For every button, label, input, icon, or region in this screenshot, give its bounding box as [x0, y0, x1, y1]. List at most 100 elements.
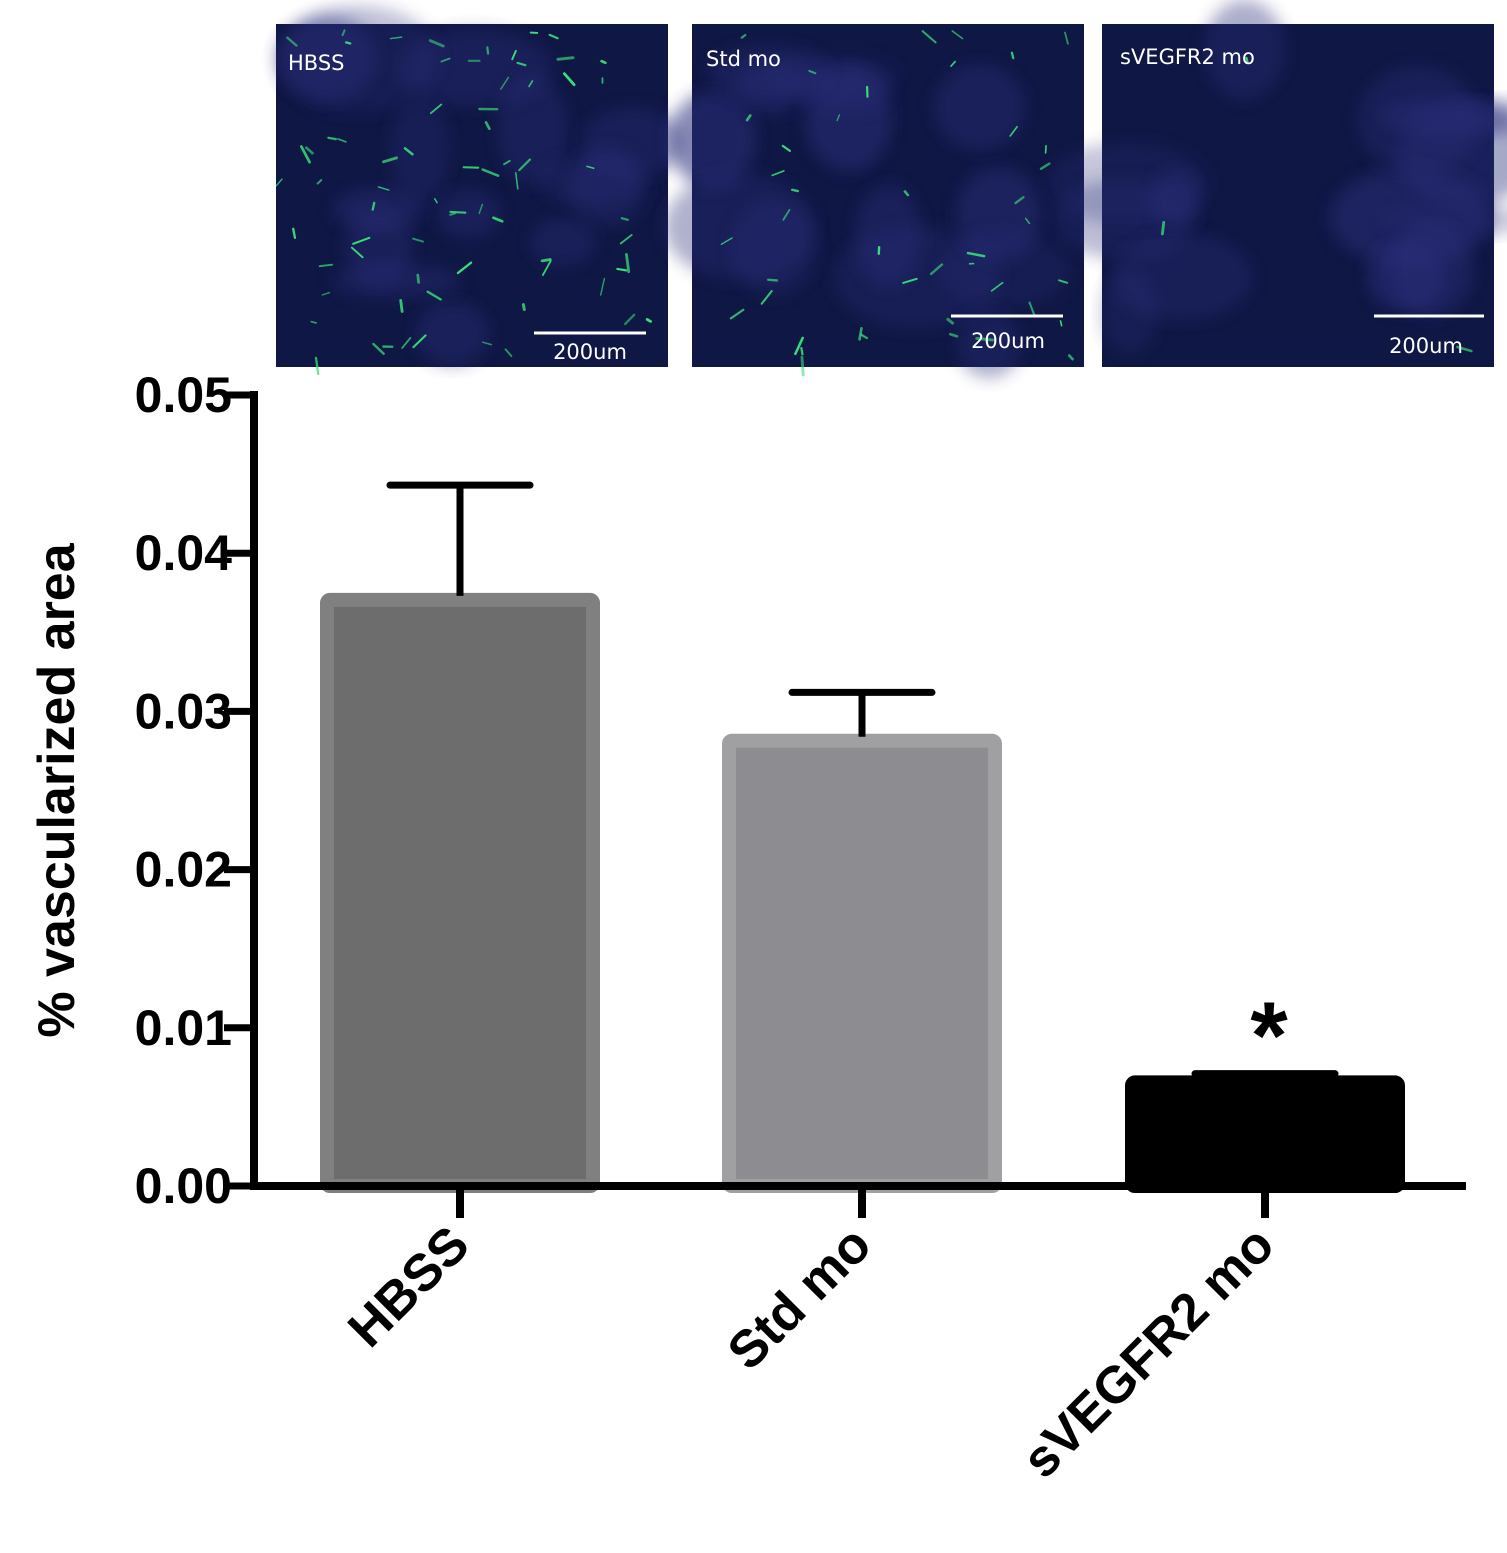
tissue-haze: [1203, 0, 1286, 100]
vessel-segment: [767, 278, 779, 282]
vessel-segment: [516, 61, 527, 67]
vessel-segment: [1028, 301, 1037, 318]
y-tick-label: 0.03: [135, 683, 232, 739]
vessel-segment: [791, 188, 800, 193]
vessel-segment: [412, 334, 427, 349]
vessel-segment: [318, 263, 334, 268]
vessel-segment: [562, 72, 576, 87]
vessel-segment: [800, 346, 804, 356]
tissue-haze: [1391, 222, 1473, 318]
vessel-segment: [541, 260, 552, 277]
vessel-segment: [377, 186, 390, 191]
panel-label-hbss: HBSS: [288, 51, 345, 75]
vessel-segment: [337, 138, 347, 143]
vessel-segment: [481, 168, 500, 177]
vessel-segment: [950, 60, 956, 67]
vessel-segment: [1160, 220, 1166, 236]
vessel-segment: [511, 49, 517, 61]
y-tick-label: 0.04: [135, 525, 233, 581]
tissue-haze: [436, 189, 501, 239]
vessel-segment: [966, 251, 986, 258]
tissue-haze: [1381, 99, 1507, 138]
tissue-haze: [539, 155, 643, 207]
vessel-segment: [1059, 320, 1063, 327]
vessel-segment: [478, 203, 484, 215]
x-tick-label: sVEGFR2 mo: [1012, 1215, 1286, 1489]
vessel-segment: [771, 170, 785, 177]
vessel-segment: [399, 299, 404, 313]
vessel-segment: [316, 179, 323, 185]
vessel-segment: [292, 227, 297, 239]
vessel-segment: [426, 290, 442, 301]
scale-bar-label-hbss: 200um: [553, 340, 627, 364]
vessel-segment: [860, 333, 869, 340]
vessel-segment: [382, 156, 398, 164]
vessel-segment: [946, 317, 955, 325]
tissue-haze: [416, 301, 489, 366]
vessel-segment: [720, 237, 733, 246]
vessel-segment: [921, 30, 937, 44]
tissue-haze: [1111, 234, 1253, 321]
vessel-segment: [429, 103, 443, 115]
vessel-segment: [1014, 196, 1025, 205]
vessel-segment: [503, 159, 511, 166]
vessel-segment: [951, 30, 964, 40]
vessel-segment: [836, 114, 841, 122]
y-tick-label: 0.05: [135, 367, 232, 423]
vessel-segment: [903, 190, 910, 197]
vessel-segment: [481, 341, 493, 346]
vessel-segment: [586, 165, 595, 170]
vessel-segment: [428, 39, 445, 48]
vessel-segment: [514, 172, 519, 190]
tissue-haze: [957, 310, 1022, 379]
vessel-segment: [782, 209, 791, 221]
vessel-segment: [1010, 51, 1015, 60]
vessel-segment: [1039, 162, 1051, 171]
vessel-segment: [416, 273, 420, 284]
tissue-haze: [278, 16, 378, 101]
vessel-segment: [440, 57, 451, 63]
y-tick-label: 0.00: [135, 1158, 232, 1214]
vessel-segment: [556, 56, 575, 61]
bar-std-mo: [722, 733, 1002, 1193]
vessel-segment: [1064, 31, 1069, 45]
vessel-segment: [540, 258, 552, 263]
tissue-haze: [664, 173, 816, 280]
scale-bar-label-std-mo: 200um: [971, 329, 1045, 353]
x-tick-label: Std mo: [717, 1215, 883, 1381]
vessel-segment: [800, 355, 805, 377]
vessel-segment: [341, 29, 346, 37]
panel-label-std-mo: Std mo: [706, 47, 781, 71]
tissue-haze: [854, 184, 923, 288]
vessel-segment: [600, 277, 606, 296]
vessel-segment: [808, 69, 817, 75]
vessel-segment: [371, 201, 376, 211]
vessel-segment: [740, 33, 747, 39]
tissue-haze: [668, 91, 757, 188]
vessel-segment: [484, 121, 491, 131]
vessel-segment: [1245, 56, 1249, 64]
vessel-segment: [401, 337, 412, 349]
vessel-segment: [948, 332, 959, 338]
y-tick-label: 0.02: [135, 842, 232, 898]
vessel-segment: [344, 41, 352, 45]
bar-chart: 0.00 0.01 0.02 0.03 0.04 0.05 HBSS Std mo sVEGFR…: [28, 367, 1466, 1489]
vessel-segment: [327, 136, 337, 141]
vessel-segment: [1067, 354, 1074, 361]
vessel-segment: [990, 281, 1004, 292]
tissue-haze: [497, 74, 568, 184]
vessel-segment: [492, 216, 504, 223]
vessel-segment: [616, 267, 628, 272]
vessel-segment: [486, 46, 490, 55]
vessel-segment: [620, 217, 629, 221]
vessel-segment: [975, 336, 994, 342]
tissue-haze: [708, 44, 830, 101]
vessel-segment: [456, 261, 473, 275]
vessel-segment: [619, 234, 633, 245]
vessel-segment: [300, 145, 311, 164]
vessel-segment: [275, 178, 283, 187]
vessel-segment: [623, 313, 636, 326]
vessel-segment: [434, 198, 438, 204]
tissue-haze: [529, 217, 597, 266]
y-axis-title: % vascularized area: [28, 542, 86, 1037]
